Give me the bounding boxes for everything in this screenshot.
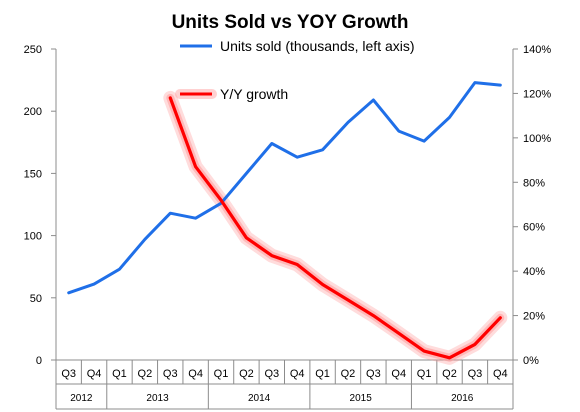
units-sold-line <box>67 81 502 295</box>
quarter-label: Q2 <box>239 368 254 380</box>
quarter-label: Q2 <box>442 368 457 380</box>
right-tick-label: 40% <box>523 266 545 278</box>
right-tick-label: 80% <box>523 177 545 189</box>
left-tick-label: 200 <box>24 106 42 118</box>
chart-title: Units Sold vs YOY Growth <box>172 12 409 33</box>
left-tick-label: 0 <box>36 355 42 367</box>
right-tick-label: 0% <box>523 355 539 367</box>
axes: 0 50 100 150 200 250 0% 20% 40% 60% 80% 100% 120% 140… <box>24 44 551 410</box>
left-tick-label: 100 <box>24 231 42 243</box>
year-label: 2013 <box>146 393 169 404</box>
right-tick-label: 20% <box>523 311 545 323</box>
quarter-label: Q3 <box>264 368 279 380</box>
quarter-label: Q1 <box>112 368 127 380</box>
year-label: 2016 <box>451 393 474 404</box>
legend-label-units-sold: Units sold (thousands, left axis) <box>220 38 415 54</box>
yy-growth-line <box>168 96 502 360</box>
right-tick-label: 140% <box>523 44 551 56</box>
quarter-label: Q4 <box>87 368 102 380</box>
right-tick-label: 120% <box>523 88 551 100</box>
quarter-label: Q1 <box>315 368 330 380</box>
year-label: 2012 <box>70 393 93 404</box>
quarter-label: Q1 <box>214 368 229 380</box>
quarter-label: Q4 <box>290 368 305 380</box>
right-tick-label: 100% <box>523 133 551 145</box>
quarter-label: Q3 <box>61 368 76 380</box>
legend: Units sold (thousands, left axis) Y/Y gro… <box>175 38 415 102</box>
legend-label-yy-growth: Y/Y growth <box>220 86 288 102</box>
quarter-label: Q3 <box>163 368 178 380</box>
quarter-label: Q4 <box>188 368 203 380</box>
year-label: 2015 <box>350 393 373 404</box>
left-tick-label: 50 <box>30 293 42 305</box>
left-tick-label: 250 <box>24 44 42 56</box>
quarter-label: Q3 <box>468 368 483 380</box>
quarter-label: Q4 <box>493 368 508 380</box>
quarter-label: Q2 <box>138 368 153 380</box>
quarter-label: Q1 <box>417 368 432 380</box>
series-lines <box>67 81 508 365</box>
left-tick-label: 150 <box>24 168 42 180</box>
quarter-label: Q2 <box>341 368 356 380</box>
quarter-label: Q3 <box>366 368 381 380</box>
quarter-label: Q4 <box>391 368 406 380</box>
year-label: 2014 <box>248 393 271 404</box>
right-tick-label: 60% <box>523 222 545 234</box>
